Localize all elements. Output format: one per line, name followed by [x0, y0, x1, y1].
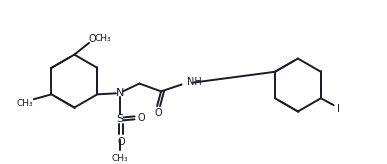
Text: O: O — [138, 113, 145, 123]
Text: CH₃: CH₃ — [111, 154, 128, 163]
Text: O: O — [88, 34, 96, 44]
Text: NH: NH — [187, 77, 201, 87]
Text: O: O — [117, 137, 125, 147]
Text: O: O — [154, 108, 162, 118]
Text: I: I — [337, 104, 340, 114]
Text: CH₃: CH₃ — [17, 99, 33, 108]
Text: CH₃: CH₃ — [94, 34, 111, 43]
Text: S: S — [116, 114, 123, 124]
Text: N: N — [116, 88, 124, 98]
